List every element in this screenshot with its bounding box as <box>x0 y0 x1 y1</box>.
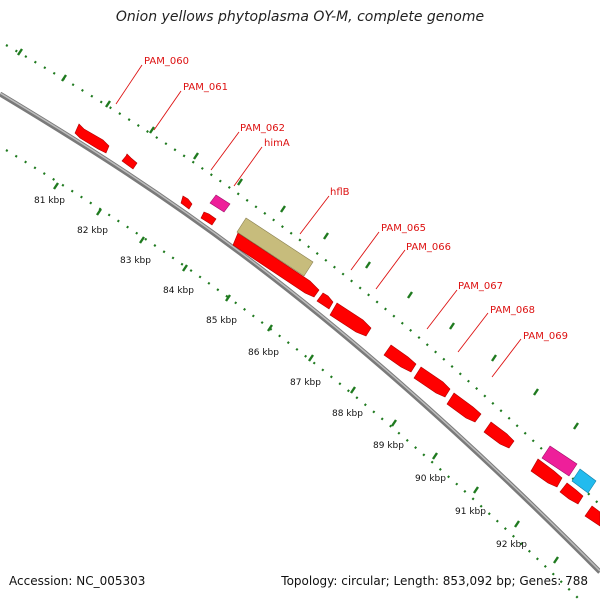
gene-label-pam065[interactable]: PAM_065 <box>381 223 426 234</box>
gene-labels: PAM_060 PAM_061 PAM_062 himA hflB PAM_06… <box>144 56 568 342</box>
major-tick <box>182 264 188 272</box>
major-tick <box>391 419 397 427</box>
gene-pink[interactable] <box>541 445 578 477</box>
major-tick <box>473 486 479 494</box>
gene-label-hflb[interactable]: hflB <box>330 187 350 198</box>
major-tick <box>105 100 111 108</box>
gene-arrow[interactable] <box>200 211 217 226</box>
gene-arrow[interactable] <box>180 195 193 210</box>
major-tick <box>323 232 329 240</box>
gene-label-pam060[interactable]: PAM_060 <box>144 56 189 67</box>
gene-features <box>74 123 600 527</box>
major-tick <box>280 205 286 213</box>
major-tick <box>514 520 520 528</box>
kbp-label: 92 kbp <box>496 540 527 550</box>
major-tick <box>53 182 59 190</box>
lower-major-ticks <box>53 182 559 564</box>
major-tick <box>365 261 371 269</box>
gene-pink[interactable] <box>209 194 231 213</box>
kbp-label: 82 kbp <box>77 226 108 236</box>
major-tick <box>96 208 102 216</box>
gene-label-hima[interactable]: himA <box>264 138 290 149</box>
gene-arrow[interactable] <box>74 123 110 154</box>
gene-arrow[interactable] <box>121 153 138 170</box>
major-tick <box>193 152 199 160</box>
gene-label-pam062[interactable]: PAM_062 <box>240 123 285 134</box>
major-tick <box>350 386 356 394</box>
kbp-label: 91 kbp <box>455 507 486 517</box>
gene-arrow[interactable] <box>559 482 584 505</box>
gene-arrow[interactable] <box>329 302 372 337</box>
kbp-label: 83 kbp <box>120 256 151 266</box>
lower-tick-track <box>5 149 581 600</box>
kbp-label: 89 kbp <box>373 441 404 451</box>
kbp-label: 88 kbp <box>332 409 363 419</box>
kbp-label: 86 kbp <box>248 348 279 358</box>
major-tick <box>449 322 455 330</box>
gene-arrow[interactable] <box>316 292 334 310</box>
gene-cyan[interactable] <box>571 468 597 494</box>
gene-leader-lines <box>115 64 522 378</box>
major-tick <box>432 452 438 460</box>
major-tick <box>491 354 497 362</box>
kbp-label: 84 kbp <box>163 286 194 296</box>
major-tick <box>61 74 67 82</box>
gene-arrow[interactable] <box>530 458 563 488</box>
gene-arrow[interactable] <box>232 232 320 298</box>
genome-backbone-highlight <box>0 92 600 572</box>
gene-arrow[interactable] <box>413 366 451 398</box>
major-tick <box>237 178 243 186</box>
gene-label-pam067[interactable]: PAM_067 <box>458 281 503 292</box>
gene-label-pam061[interactable]: PAM_061 <box>183 82 228 93</box>
map-title: Onion yellows phytoplasma OY-M, complete… <box>115 9 485 25</box>
major-tick <box>17 48 23 56</box>
gene-label-pam066[interactable]: PAM_066 <box>406 242 451 253</box>
major-tick <box>149 126 155 134</box>
gene-label-pam068[interactable]: PAM_068 <box>490 305 535 316</box>
gene-arrow[interactable] <box>584 505 600 527</box>
gene-hflB[interactable] <box>236 217 314 277</box>
kbp-label: 81 kbp <box>34 196 65 206</box>
major-tick <box>407 291 413 299</box>
accession-text: Accession: NC_005303 <box>9 574 146 588</box>
gene-arrow[interactable] <box>383 344 417 373</box>
kbp-labels: 81 kbp 82 kbp 83 kbp 84 kbp 85 kbp 86 kb… <box>34 196 527 550</box>
major-tick <box>553 556 559 564</box>
major-tick <box>573 422 579 430</box>
major-tick <box>533 388 539 396</box>
kbp-label: 85 kbp <box>206 316 237 326</box>
kbp-label: 90 kbp <box>415 474 446 484</box>
major-tick <box>139 236 145 244</box>
gene-arrow[interactable] <box>446 392 482 423</box>
major-tick <box>308 354 314 362</box>
genome-summary-text: Topology: circular; Length: 853,092 bp; … <box>281 574 588 588</box>
genome-backbone <box>0 91 600 574</box>
gene-label-pam069[interactable]: PAM_069 <box>523 331 568 342</box>
gene-arrow[interactable] <box>483 421 515 449</box>
kbp-label: 87 kbp <box>290 378 321 388</box>
major-tick <box>225 294 231 302</box>
upper-major-ticks <box>17 48 579 430</box>
major-tick <box>267 324 273 332</box>
